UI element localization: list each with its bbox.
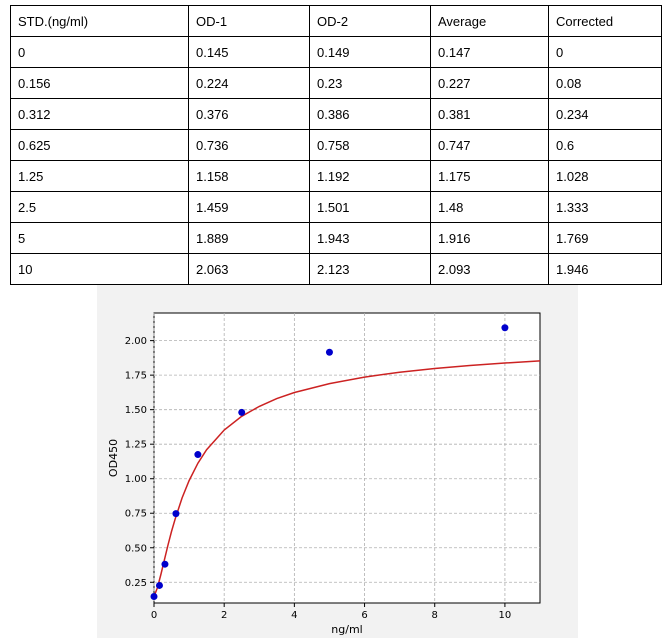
table-row: 0 0.145 0.149 0.147 0 — [10, 36, 662, 68]
grid-lines — [153, 313, 540, 603]
col-header-std: STD.(ng/ml) — [10, 5, 189, 37]
cell-average: 0.747 — [430, 129, 549, 161]
chart-svg: 0 2 4 6 8 100.250.500.751.001.251.501.752.00 … — [107, 312, 541, 636]
y-tick-label: 1.75 — [125, 371, 147, 382]
data-points — [150, 324, 509, 601]
x-tick-label: 2 — [221, 610, 227, 621]
cell-average: 1.175 — [430, 160, 549, 192]
table-header-row: STD.(ng/ml) OD-1 OD-2 Average Corrected — [10, 5, 662, 37]
cell-average: 2.093 — [430, 253, 549, 285]
cell-std: 1.25 — [10, 160, 189, 192]
table-row: 0.625 0.736 0.758 0.747 0.6 — [10, 129, 662, 161]
cell-std: 10 — [10, 253, 189, 285]
cell-od2: 1.943 — [309, 222, 431, 254]
cell-od2: 0.386 — [309, 98, 431, 130]
data-point — [155, 581, 163, 589]
cell-od2: 1.192 — [309, 160, 431, 192]
cell-average: 1.916 — [430, 222, 549, 254]
table-row: 5 1.889 1.943 1.916 1.769 — [10, 222, 662, 254]
data-point — [325, 348, 333, 356]
cell-std: 5 — [10, 222, 189, 254]
y-tick-label: 1.50 — [125, 405, 147, 416]
cell-od1: 0.376 — [188, 98, 310, 130]
cell-average: 0.147 — [430, 36, 549, 68]
table-row: 0.156 0.224 0.23 0.227 0.08 — [10, 67, 662, 99]
y-tick-label: 2.00 — [125, 336, 147, 347]
table-row: 0.312 0.376 0.386 0.381 0.234 — [10, 98, 662, 130]
cell-corrected: 1.769 — [548, 222, 662, 254]
cell-corrected: 1.946 — [548, 253, 662, 285]
cell-corrected: 0.6 — [548, 129, 662, 161]
cell-std: 0.156 — [10, 67, 189, 99]
cell-od1: 1.889 — [188, 222, 310, 254]
cell-corrected: 0.234 — [548, 98, 662, 130]
cell-std: 0.312 — [10, 98, 189, 130]
col-header-od1: OD-1 — [188, 5, 310, 37]
standard-curve-chart: 0 2 4 6 8 10 0.25 0.50 0.75 1.00 1.25 1.50 1.75 2.00 … — [97, 285, 578, 638]
plot-area — [153, 312, 541, 604]
data-point — [150, 593, 158, 601]
cell-od2: 0.23 — [309, 67, 431, 99]
cell-average: 0.381 — [430, 98, 549, 130]
data-point — [501, 324, 509, 332]
cell-od2: 0.758 — [309, 129, 431, 161]
cell-od1: 0.145 — [188, 36, 310, 68]
cell-corrected: 1.333 — [548, 191, 662, 223]
y-axis-label: OD450 — [107, 439, 120, 477]
col-header-od2: OD-2 — [309, 5, 431, 37]
data-point — [172, 510, 180, 518]
x-axis-label: ng/ml — [331, 623, 362, 636]
table-row: 10 2.063 2.123 2.093 1.946 — [10, 253, 662, 285]
y-tick-label: 1.25 — [125, 440, 147, 451]
x-tick-label: 8 — [432, 610, 438, 621]
x-tick-label: 4 — [291, 610, 297, 621]
col-header-corrected: Corrected — [548, 5, 662, 37]
standard-curve-table: STD.(ng/ml) OD-1 OD-2 Average Corrected … — [10, 5, 662, 285]
cell-od2: 0.149 — [309, 36, 431, 68]
x-tick-label: 0 — [151, 610, 157, 621]
table-row: 2.5 1.459 1.501 1.48 1.333 — [10, 191, 662, 223]
cell-corrected: 1.028 — [548, 160, 662, 192]
y-tick-label: 1.00 — [125, 474, 147, 485]
cell-od2: 1.501 — [309, 191, 431, 223]
data-point — [238, 408, 246, 416]
cell-average: 0.227 — [430, 67, 549, 99]
x-tick-label: 6 — [361, 610, 367, 621]
y-tick-label: 0.50 — [125, 543, 147, 554]
data-point — [161, 560, 169, 568]
cell-std: 0.625 — [10, 129, 189, 161]
y-tick-label: 0.75 — [125, 509, 147, 520]
cell-std: 0 — [10, 36, 189, 68]
axis-ticks: 0 2 4 6 8 10 0.25 0.50 0.75 1.00 1.25 1.50 1.75 2.00 — [125, 336, 512, 621]
x-tick-label: 10 — [499, 610, 512, 621]
y-tick-label: 0.25 — [125, 578, 147, 589]
cell-od1: 0.224 — [188, 67, 310, 99]
cell-od1: 1.459 — [188, 191, 310, 223]
cell-od1: 0.736 — [188, 129, 310, 161]
cell-average: 1.48 — [430, 191, 549, 223]
cell-std: 2.5 — [10, 191, 189, 223]
col-header-average: Average — [430, 5, 549, 37]
table-row: 1.25 1.158 1.192 1.175 1.028 — [10, 160, 662, 192]
cell-corrected: 0 — [548, 36, 662, 68]
fit-curve — [153, 360, 541, 597]
cell-od2: 2.123 — [309, 253, 431, 285]
cell-od1: 2.063 — [188, 253, 310, 285]
cell-od1: 1.158 — [188, 160, 310, 192]
data-point — [194, 451, 202, 459]
cell-corrected: 0.08 — [548, 67, 662, 99]
